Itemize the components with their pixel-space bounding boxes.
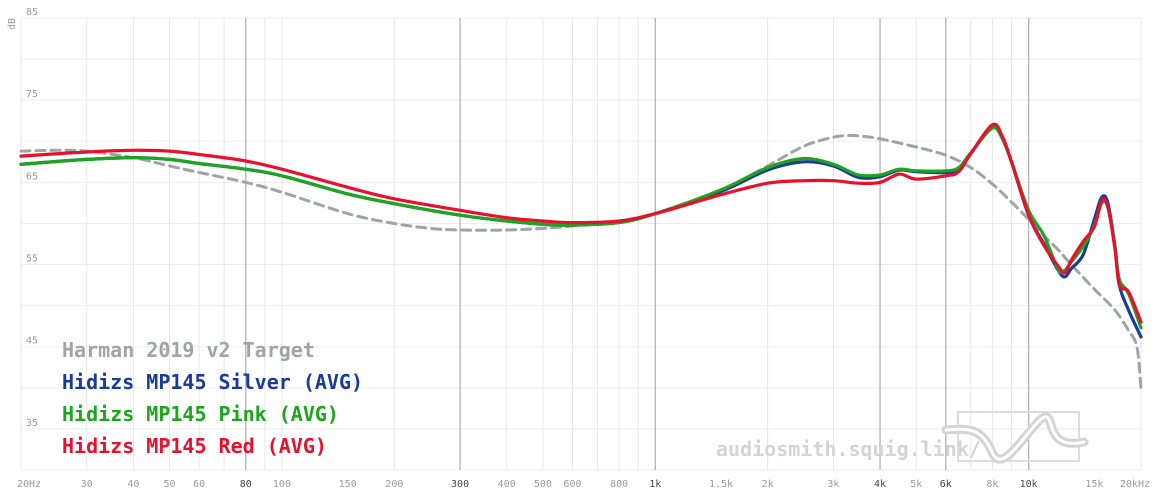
x-tick-label: 200 <box>385 479 403 490</box>
y-tick-label: 55 <box>26 254 38 265</box>
x-tick-label: 5k <box>910 479 922 490</box>
x-tick-label: 1.5k <box>709 479 733 490</box>
y-tick-label: 75 <box>26 89 38 100</box>
x-tick-label: 6k <box>940 479 952 490</box>
x-tick-label: 300 <box>451 479 469 490</box>
x-tick-label: 20kHz <box>1120 479 1150 490</box>
legend: Harman 2019 v2 Target Hidizs MP145 Silver… <box>62 338 363 458</box>
grid <box>20 17 1142 471</box>
y-tick-label: 65 <box>26 171 38 182</box>
y-tick-label: 35 <box>26 418 38 429</box>
x-tick-label: 1k <box>649 479 661 490</box>
x-tick-label: 150 <box>339 479 357 490</box>
x-tick-label: 40 <box>127 479 139 490</box>
legend-entry-red: Hidizs MP145 Red (AVG) <box>62 434 327 458</box>
x-tick-label: 60 <box>193 479 205 490</box>
y-axis-label: dB <box>7 18 18 30</box>
x-tick-label: 80 <box>240 479 252 490</box>
x-tick-label: 400 <box>498 479 516 490</box>
legend-entry-pink: Hidizs MP145 Pink (AVG) <box>62 402 339 426</box>
x-tick-label: 30 <box>81 479 93 490</box>
watermark-text: audiosmith.squig.link/ <box>716 437 981 461</box>
x-tick-label: 8k <box>986 479 998 490</box>
legend-entry-silver: Hidizs MP145 Silver (AVG) <box>62 370 363 394</box>
x-axis-ticks: 20Hz 30 40 50 60 80 100 150 200 300 400 500 600 800 1k… <box>17 479 1150 490</box>
x-tick-label: 15k <box>1085 479 1103 490</box>
y-tick-label: 85 <box>26 7 38 18</box>
x-tick-label: 100 <box>273 479 291 490</box>
x-tick-label: 50 <box>164 479 176 490</box>
watermark: audiosmith.squig.link/ <box>716 411 1089 464</box>
series-lines <box>19 122 1143 390</box>
x-tick-label: 600 <box>563 479 581 490</box>
y-axis-ticks: 85 75 65 55 45 35 <box>26 7 38 429</box>
series-line-red <box>19 122 1143 324</box>
x-tick-label: 500 <box>534 479 552 490</box>
x-tick-label: 800 <box>610 479 628 490</box>
x-tick-label: 2k <box>762 479 774 490</box>
x-tick-label: 20Hz <box>17 479 41 490</box>
x-tick-label: 4k <box>874 479 886 490</box>
legend-entry-target: Harman 2019 v2 Target <box>62 338 315 362</box>
x-tick-label: 10k <box>1020 479 1038 490</box>
y-tick-label: 45 <box>26 336 38 347</box>
series-line-pink <box>19 126 1143 330</box>
x-tick-label: 3k <box>827 479 839 490</box>
squiglink-wave-logo <box>941 411 1089 464</box>
